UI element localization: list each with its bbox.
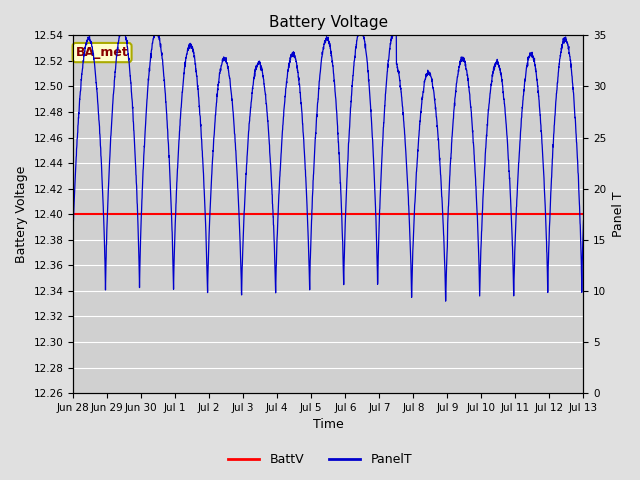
Y-axis label: Panel T: Panel T: [612, 192, 625, 237]
Legend: BattV, PanelT: BattV, PanelT: [223, 448, 417, 471]
Text: BA_met: BA_met: [76, 46, 129, 59]
Y-axis label: Battery Voltage: Battery Voltage: [15, 166, 28, 263]
Title: Battery Voltage: Battery Voltage: [269, 15, 388, 30]
X-axis label: Time: Time: [313, 419, 344, 432]
